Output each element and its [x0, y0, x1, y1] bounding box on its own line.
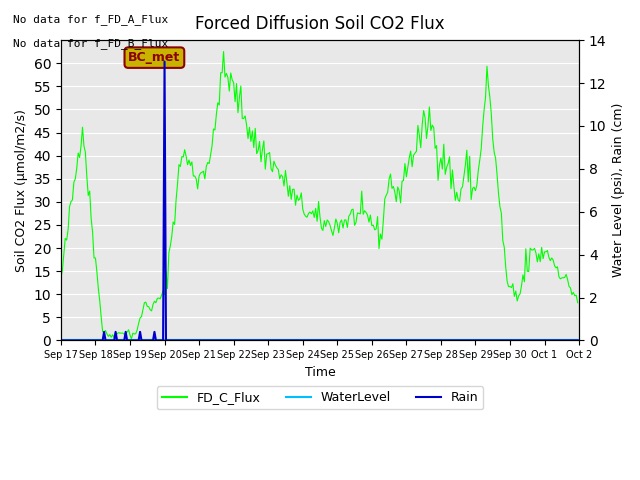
Text: BC_met: BC_met: [128, 51, 180, 64]
Title: Forced Diffusion Soil CO2 Flux: Forced Diffusion Soil CO2 Flux: [195, 15, 445, 33]
Text: No data for f_FD_A_Flux: No data for f_FD_A_Flux: [13, 14, 168, 25]
Y-axis label: Water Level (psi), Rain (cm): Water Level (psi), Rain (cm): [612, 103, 625, 277]
Y-axis label: Soil CO2 Flux (μmol/m2/s): Soil CO2 Flux (μmol/m2/s): [15, 109, 28, 272]
X-axis label: Time: Time: [305, 366, 335, 379]
Legend: FD_C_Flux, WaterLevel, Rain: FD_C_Flux, WaterLevel, Rain: [157, 386, 483, 409]
Text: No data for f_FD_B_Flux: No data for f_FD_B_Flux: [13, 38, 168, 49]
